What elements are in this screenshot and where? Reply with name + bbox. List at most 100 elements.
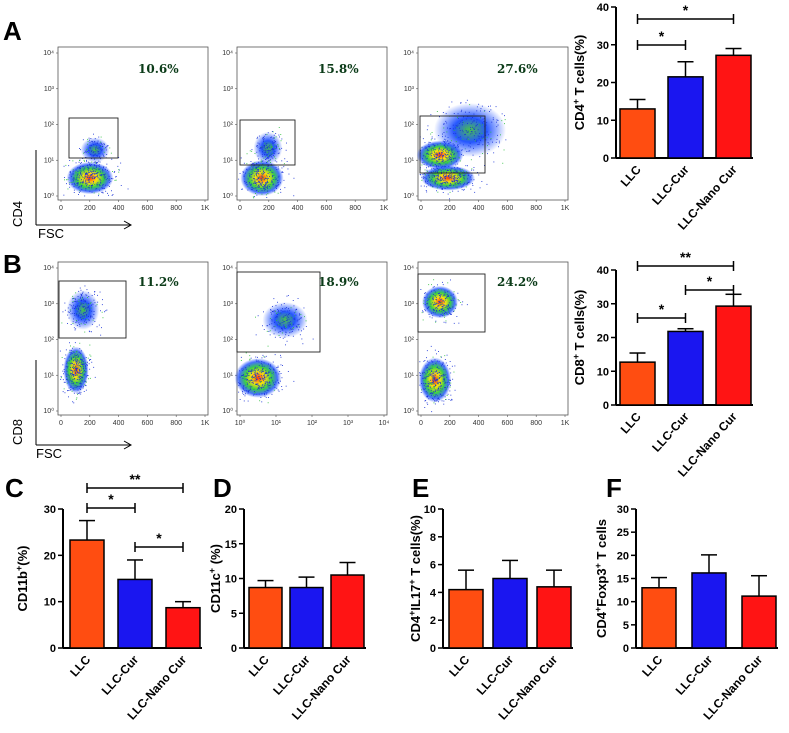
event-dot [269, 370, 271, 372]
event-dot [253, 178, 255, 179]
event-dot [504, 123, 505, 125]
event-dot [88, 170, 90, 172]
event-dot [453, 322, 455, 324]
event-dot [465, 175, 467, 177]
event-dot [446, 294, 448, 295]
event-dot [269, 318, 271, 319]
event-dot [450, 170, 451, 172]
event-dot [257, 142, 259, 144]
event-dot [284, 317, 286, 318]
event-dot [267, 402, 269, 404]
event-dot [487, 153, 488, 155]
event-dot [102, 170, 104, 171]
event-dot [262, 188, 264, 190]
event-dot [80, 162, 82, 163]
event-dot [86, 309, 88, 311]
event-dot [259, 385, 260, 387]
event-dot [288, 321, 290, 323]
event-dot [432, 371, 433, 373]
event-dot [453, 310, 455, 312]
event-dot [433, 158, 434, 160]
event-dot [100, 171, 101, 173]
event-dot [436, 378, 438, 380]
event-dot [454, 184, 456, 186]
event-dot [90, 154, 92, 155]
event-dot [475, 132, 477, 134]
event-dot [442, 179, 444, 180]
event-dot [71, 173, 73, 175]
event-dot [74, 314, 76, 316]
event-dot [435, 157, 437, 159]
event-dot [264, 183, 266, 185]
event-dot [261, 387, 262, 389]
y-tick-label: 10⁴ [43, 265, 54, 272]
event-dot [242, 391, 243, 392]
event-dot [474, 191, 476, 193]
event-dot [425, 292, 426, 294]
event-dot [77, 374, 78, 376]
event-dot [85, 171, 87, 173]
event-dot [452, 181, 454, 183]
event-dot [76, 321, 78, 323]
event-dot [468, 130, 470, 132]
event-dot [442, 155, 443, 157]
event-dot [497, 134, 498, 136]
event-dot [461, 109, 463, 111]
event-dot [436, 154, 438, 156]
event-dot [265, 184, 266, 186]
event-dot [71, 357, 72, 359]
event-dot [96, 184, 98, 186]
event-dot [251, 373, 252, 374]
event-dot [445, 173, 447, 175]
event-dot [75, 299, 76, 301]
event-dot [427, 307, 429, 308]
event-dot [425, 178, 427, 180]
event-dot [465, 128, 466, 130]
event-dot [284, 327, 286, 329]
event-dot [79, 383, 81, 384]
event-dot [442, 157, 443, 159]
gate-rectangle [417, 273, 486, 333]
event-dot [450, 175, 452, 177]
event-dot [84, 367, 86, 369]
event-dot [275, 185, 277, 187]
event-dot [447, 308, 449, 309]
event-dot [270, 309, 271, 311]
event-dot [260, 188, 262, 190]
event-dot [447, 296, 448, 297]
event-dot [98, 324, 100, 326]
event-dot [460, 169, 462, 171]
event-dot [498, 146, 499, 148]
event-dot [447, 151, 449, 153]
event-dot [83, 310, 85, 311]
event-dot [75, 308, 77, 310]
event-dot [467, 132, 469, 133]
event-dot [261, 160, 263, 162]
event-dot [95, 188, 97, 190]
event-dot [105, 166, 107, 168]
event-dot [67, 314, 69, 316]
y-label-superscript: + [407, 611, 417, 616]
event-dot [263, 147, 265, 149]
event-dot [488, 143, 490, 145]
event-dot [255, 377, 257, 379]
event-dot [278, 148, 280, 149]
event-dot [81, 379, 83, 381]
event-dot [260, 178, 262, 180]
event-dot [433, 309, 435, 311]
event-dot [450, 182, 451, 184]
event-dot [256, 194, 258, 196]
event-dot [89, 310, 91, 312]
event-dot [96, 183, 98, 185]
event-dot [454, 177, 456, 179]
event-dot [87, 174, 88, 176]
event-dot [470, 127, 472, 128]
event-dot [425, 391, 427, 392]
event-dot [461, 129, 463, 131]
event-dot [426, 350, 428, 352]
event-dot [431, 136, 433, 138]
event-dot [87, 175, 89, 177]
event-dot [263, 149, 265, 151]
event-dot [447, 159, 449, 161]
event-dot [71, 377, 73, 379]
